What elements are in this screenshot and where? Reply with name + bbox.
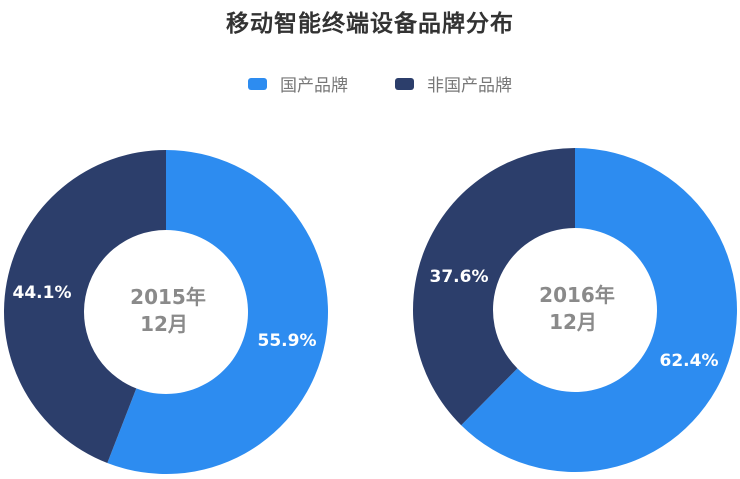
label-foreign-2015: 44.1% [13,283,72,303]
legend-item-foreign[interactable]: 非国产品牌 [395,71,512,96]
center-label-year-2016: 2016年 [539,283,615,307]
slice-foreign-2015[interactable] [4,150,167,463]
slice-domestic-2015[interactable] [107,150,329,475]
label-domestic-2015: 55.9% [258,331,317,351]
legend-label-foreign: 非国产品牌 [427,76,512,96]
donut-2015: 44.1% 55.9% 2015年 12月 [4,150,329,475]
chart-title: 移动智能终端设备品牌分布 [226,11,514,37]
legend-label-domestic: 国产品牌 [280,76,348,96]
label-domestic-2016: 62.4% [660,351,719,371]
legend-swatch-foreign [395,77,414,90]
label-foreign-2016: 37.6% [430,267,489,287]
legend: 国产品牌 非国产品牌 [0,71,740,96]
center-label-month-2016: 12月 [549,310,597,334]
slice-foreign-2016[interactable] [412,148,575,426]
legend-item-domestic[interactable]: 国产品牌 [248,71,348,96]
slice-domestic-2016[interactable] [461,148,737,472]
center-label-month-2015: 12月 [140,312,188,336]
legend-swatch-domestic [248,77,267,90]
center-label-year-2015: 2015年 [130,285,206,309]
donut-2016: 37.6% 62.4% 2016年 12月 [412,148,737,472]
